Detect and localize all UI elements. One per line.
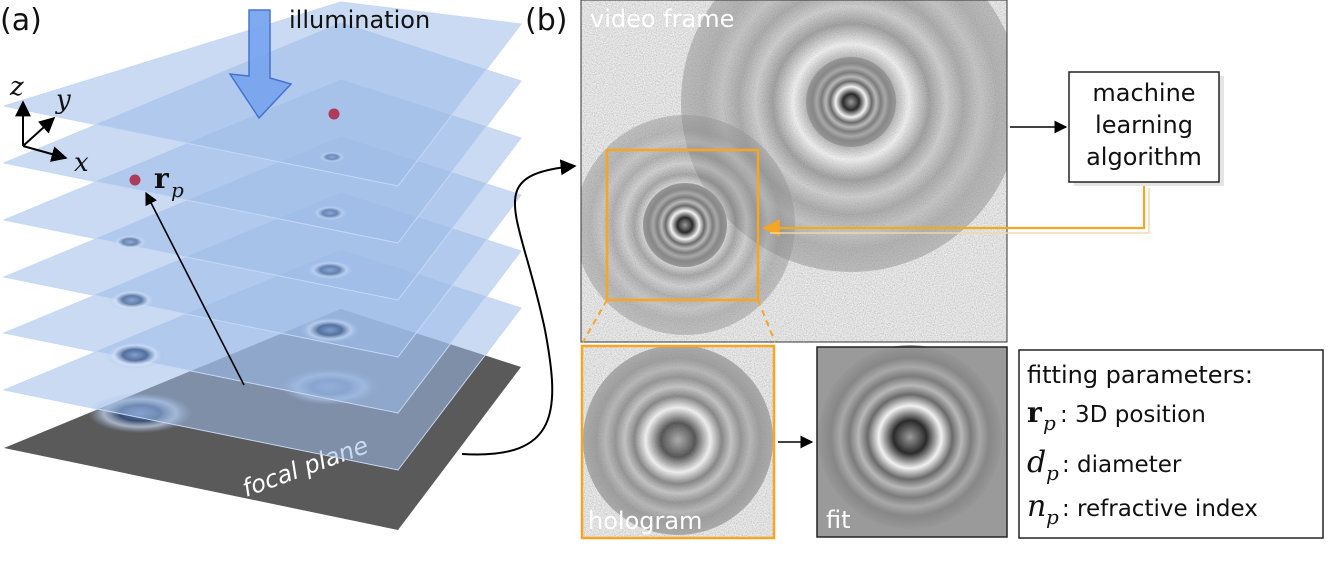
video-frame-label: video frame (590, 5, 734, 33)
position-vector-arrow (145, 191, 245, 386)
hologram-label: hologram (588, 507, 702, 535)
fitting-item-rp-sub: p (1043, 411, 1056, 435)
ml-box-line-3: algorithm (1086, 143, 1202, 171)
hologram-crop (580, 344, 776, 540)
fitting-title: fitting parameters: (1027, 361, 1253, 389)
ml-box-line-2: learning (1095, 111, 1193, 139)
roi-zoom-line-right (757, 299, 776, 343)
panel-b-label: (b) (525, 3, 567, 38)
ml-algorithm-box (1068, 71, 1224, 186)
fit-label: fit (826, 506, 851, 534)
hologram-roi-box (605, 148, 760, 302)
axis-y-label: y (55, 85, 71, 115)
illumination-arrow (228, 9, 293, 120)
coordinate-axes (15, 100, 68, 162)
axis-x-label: x (74, 148, 89, 178)
particle-label-r: r (154, 162, 170, 195)
particle-right (328, 108, 340, 120)
fitting-item-rp-text: : 3D position (1060, 402, 1206, 428)
fitting-item-dp-sub: p (1046, 461, 1059, 485)
ml-to-roi-arrow-shadow (770, 188, 1150, 234)
illumination-label: illumination (289, 6, 430, 34)
panel-a-label: (a) (0, 3, 42, 38)
fitting-item-dp-text: : diameter (1062, 452, 1182, 478)
fitting-item-rp-symbol: r (1027, 396, 1043, 429)
ml-to-roi-arrow (762, 186, 1146, 237)
particle-left (129, 174, 141, 186)
video-frame (580, 0, 1008, 343)
fitting-item-np-symbol: n (1027, 489, 1046, 524)
focal-to-frame-connector (461, 159, 577, 456)
fitting-parameters-box (1018, 349, 1324, 539)
fitting-item-dp-symbol: d (1027, 445, 1046, 480)
fit-image (816, 345, 1008, 538)
axis-z-label: z (9, 72, 24, 102)
fitting-item-np-sub: p (1046, 505, 1059, 529)
fitting-item-np-text: : refractive index (1062, 496, 1258, 522)
ml-box-line-1: machine (1092, 79, 1195, 107)
roi-zoom-line-left (582, 299, 608, 343)
plane-holograms (105, 151, 360, 369)
particle-label-sub: p (171, 178, 184, 202)
